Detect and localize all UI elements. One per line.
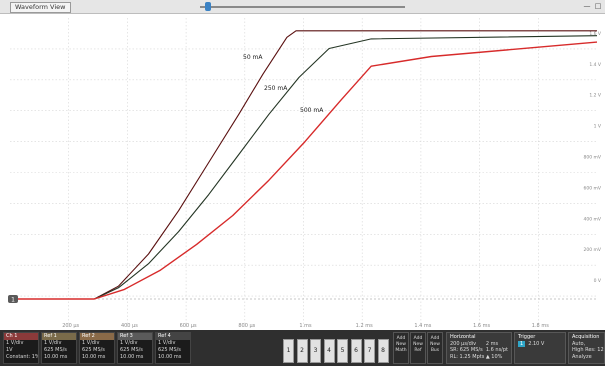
- channel-badge-value: 1 V/div: [82, 340, 100, 346]
- y-tick-label: 1.6 V: [589, 31, 602, 37]
- waveform-plot[interactable]: 200 µs 400 µs 600 µs 800 µs 1 ms 1.2 ms 1.4 ms…: [0, 14, 605, 330]
- add-new-ref-button[interactable]: Add New Ref: [410, 332, 426, 364]
- channel-badge-value: 10.00 ms: [44, 354, 68, 360]
- horizontal-position: ▲ 10%: [485, 353, 503, 360]
- channel-badge-value: Constant: 1%: [6, 354, 38, 360]
- channel-6-button[interactable]: 6: [350, 339, 362, 363]
- trigger-panel[interactable]: Trigger 1 2.10 V: [514, 332, 566, 364]
- channel-badge-value: 1 V/div: [120, 340, 138, 346]
- trace-labels: 50 mA 250 mA 500 mA: [243, 54, 324, 114]
- trace-50ma: [10, 30, 597, 300]
- channel-badge-tag: Ref 4: [156, 333, 190, 340]
- channel-badge-value: 10.00 ms: [82, 354, 106, 360]
- y-tick-label: 1.4 V: [589, 62, 602, 68]
- x-tick-label: 600 µs: [180, 323, 197, 329]
- channel-badge-tag: Ref 3: [118, 333, 152, 340]
- channel-badge-value: 1V: [6, 347, 13, 353]
- x-tick-label: 1.8 ms: [532, 323, 549, 329]
- channel-badge-value: 10.00 ms: [158, 354, 182, 360]
- channel-badge-value: 1 V/div: [6, 340, 24, 346]
- channel-badge-value: 10.00 ms: [120, 354, 144, 360]
- channel-badge-tag: Ref 2: [80, 333, 114, 340]
- trace-label: 250 mA: [264, 85, 288, 92]
- x-tick-label: 1 ms: [299, 323, 312, 329]
- trigger-title: Trigger: [518, 334, 536, 340]
- trace-250ma: [10, 35, 598, 300]
- window-title[interactable]: Waveform View: [10, 2, 71, 13]
- channel-1-marker-label: 1: [11, 297, 15, 304]
- channel-badge-value: 625 MS/s: [158, 347, 181, 353]
- y-tick-labels: 1.6 V 1.4 V 1.2 V 1 V 800 mV 600 mV 400 mV 200 …: [584, 31, 602, 284]
- add-new-bus-button[interactable]: Add New Bus: [427, 332, 443, 364]
- y-tick-label: 1.2 V: [589, 93, 602, 99]
- horizontal-panel[interactable]: Horizontal 200 µs/div SR: 625 MS/s RL: 1…: [446, 332, 512, 364]
- trigger-level: 2.10 V: [528, 340, 545, 347]
- acquisition-panel[interactable]: Acquisition Auto, High Res: 12 Analyze: [568, 332, 605, 364]
- channel-1-marker[interactable]: 1: [8, 295, 18, 304]
- channel-7-button[interactable]: 7: [364, 339, 375, 363]
- timebase-scroll-thumb[interactable]: [205, 2, 211, 11]
- horizontal-sample-rate: SR: 625 MS/s: [450, 347, 483, 353]
- channel-badge-tag: Ch 1: [4, 333, 38, 340]
- y-tick-label: 200 mV: [584, 247, 602, 253]
- channel-badge-value: 625 MS/s: [120, 347, 143, 353]
- channel-badge-value: 625 MS/s: [82, 347, 105, 353]
- add-new-math-button[interactable]: Add New Math: [393, 332, 409, 364]
- x-tick-label: 1.6 ms: [473, 323, 490, 329]
- acquisition-resolution: High Res: 12: [572, 347, 604, 353]
- maximize-icon[interactable]: □: [594, 2, 602, 10]
- window-titlebar: Waveform View — □: [0, 0, 605, 14]
- y-tick-label: 400 mV: [584, 216, 602, 222]
- horizontal-record-length: RL: 1.25 Mpts: [450, 353, 485, 360]
- channel-4-button[interactable]: 4: [323, 339, 335, 363]
- timebase-scroll-track[interactable]: [200, 6, 405, 8]
- trace-500ma: [10, 41, 598, 300]
- trace-label: 50 mA: [243, 54, 263, 61]
- y-tick-label: 600 mV: [584, 185, 602, 191]
- y-tick-label: 0 V: [594, 278, 602, 284]
- trigger-source: 1: [518, 340, 526, 347]
- x-tick-label: 200 µs: [62, 323, 79, 329]
- minimize-icon[interactable]: —: [583, 2, 591, 10]
- acquisition-title: Acquisition: [572, 334, 600, 340]
- channel-badge-value: 1 V/div: [44, 340, 62, 346]
- x-tick-label: 400 µs: [121, 323, 138, 329]
- channel-8-button[interactable]: 8: [377, 339, 389, 363]
- horizontal-scale: 200 µs/div: [450, 340, 477, 347]
- acquisition-analyze: Analyze: [572, 353, 592, 360]
- channel-badge-tag: Ref 1: [42, 333, 76, 340]
- channel-5-button[interactable]: 5: [337, 339, 348, 363]
- x-tick-label: 800 µs: [238, 323, 255, 329]
- horizontal-title: Horizontal: [450, 334, 476, 340]
- channel-2-button[interactable]: 2: [296, 339, 308, 363]
- y-tick-label: 1 V: [594, 124, 602, 130]
- x-tick-label: 1.4 ms: [414, 323, 431, 329]
- channel-badge-value: 625 MS/s: [44, 347, 67, 353]
- horizontal-resolution: 1.6 ns/pt: [485, 347, 508, 353]
- y-tick-label: 800 mV: [584, 155, 602, 161]
- waveform-traces: [10, 30, 598, 300]
- acquisition-mode: Auto,: [572, 340, 586, 347]
- x-tick-label: 1.2 ms: [356, 323, 373, 329]
- channel-3-button[interactable]: 3: [310, 339, 321, 363]
- horizontal-duration: 2 ms: [485, 340, 499, 347]
- channel-badge-value: 1 V/div: [158, 340, 176, 346]
- plot-grid: [10, 18, 597, 327]
- trace-label: 500 mA: [300, 107, 324, 114]
- x-tick-labels: 200 µs 400 µs 600 µs 800 µs 1 ms 1.2 ms 1.4 ms…: [62, 323, 549, 329]
- channel-1-button[interactable]: 1: [283, 339, 294, 363]
